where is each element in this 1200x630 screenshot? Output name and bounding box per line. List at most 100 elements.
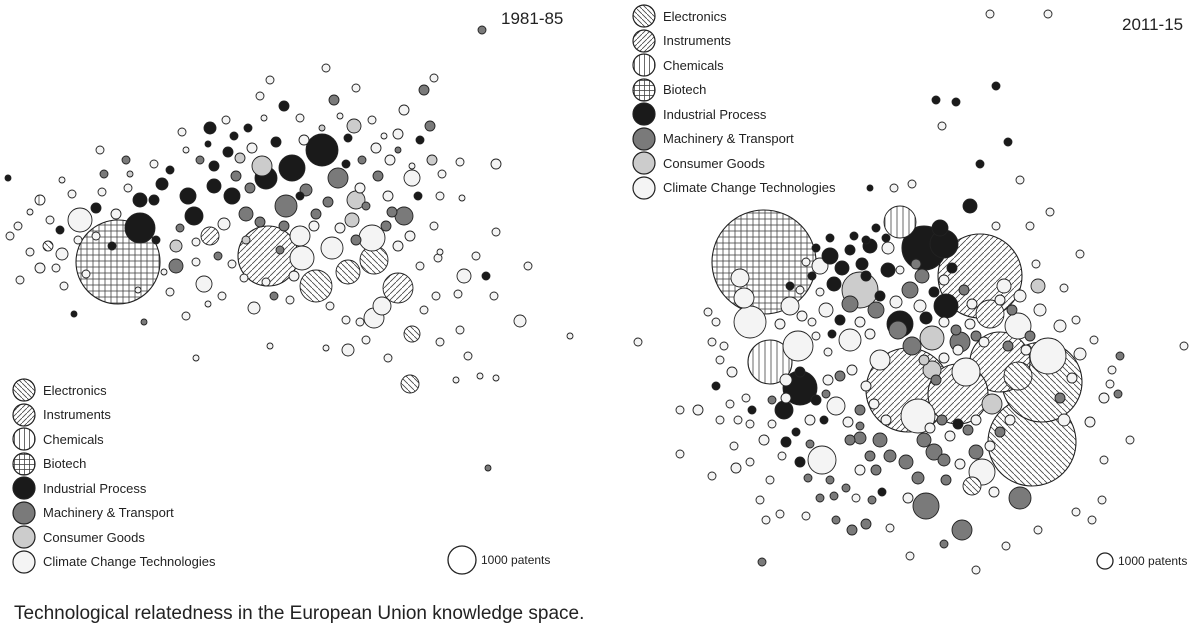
bubble-consumer-goods (919, 325, 945, 351)
bubble-consumer-goods (241, 235, 251, 245)
bubble-industrial-process (962, 198, 978, 214)
bubble-machinery-and-transport (803, 473, 813, 483)
bubble-industrial-process (834, 260, 850, 276)
bubble-climate-change-technologies (195, 275, 213, 293)
bubble-machinery-and-transport (930, 374, 942, 386)
bubble-machinery-and-transport (328, 94, 340, 106)
bubble-climate-change-technologies (1105, 379, 1115, 389)
bubble-industrial-process (278, 100, 290, 112)
bubble-climate-change-technologies (777, 451, 787, 461)
bubble-climate-change-technologies (320, 236, 344, 260)
legend-item-industrial-process: Industrial Process (12, 476, 215, 501)
bubble-industrial-process (70, 310, 78, 318)
bubble-climate-change-technologies (905, 551, 915, 561)
bubble-climate-change-technologies (491, 227, 501, 237)
bubble-industrial-process (481, 271, 491, 281)
bubble-climate-change-technologies (733, 415, 743, 425)
legend-item-climate-change-technologies: Climate Change Technologies (632, 176, 835, 201)
bubble-climate-change-technologies (937, 121, 947, 131)
legend-swatch-electronics-icon (632, 4, 656, 28)
bubble-climate-change-technologies (392, 240, 404, 252)
bubble-machinery-and-transport (195, 155, 205, 165)
bubble-machinery-and-transport (867, 301, 885, 319)
bubble-climate-change-technologies (51, 263, 61, 273)
legend-swatch-machinery-and-transport-icon (12, 501, 36, 525)
bubble-climate-change-technologies (775, 509, 785, 519)
bubble-industrial-process (881, 233, 891, 243)
bubble-climate-change-technologies (453, 289, 463, 299)
bubble-climate-change-technologies (954, 458, 966, 470)
legend-label: Machinery & Transport (43, 505, 174, 521)
bubble-climate-change-technologies (1031, 259, 1041, 269)
bubble-industrial-process (866, 184, 874, 192)
scale-circle-icon (1096, 552, 1114, 570)
bubble-machinery-and-transport (831, 515, 841, 525)
bubble-climate-change-technologies (463, 351, 473, 361)
bubble-instruments (975, 299, 1005, 329)
bubble-industrial-process (55, 225, 65, 235)
bubble-industrial-process (243, 123, 253, 133)
bubble-electronics (299, 269, 333, 303)
bubble-industrial-process (132, 192, 148, 208)
bubble-climate-change-technologies (823, 347, 833, 357)
bubble-machinery-and-transport (853, 431, 867, 445)
bubble-climate-change-technologies (966, 298, 978, 310)
bubble-climate-change-technologies (1073, 347, 1087, 361)
bubble-industrial-process (844, 244, 856, 256)
bubble-machinery-and-transport (322, 196, 334, 208)
bubble-machinery-and-transport (254, 216, 266, 228)
bubble-industrial-process (203, 121, 217, 135)
bubble-machinery-and-transport (386, 206, 398, 218)
legend-swatch-chemicals-icon (12, 427, 36, 451)
bubble-machinery-and-transport (418, 84, 430, 96)
bubble-machinery-and-transport (821, 389, 831, 399)
bubble-machinery-and-transport (1054, 392, 1066, 404)
bubble-climate-change-technologies (429, 73, 439, 83)
bubble-climate-change-technologies (5, 231, 15, 241)
bubble-industrial-process (1003, 137, 1013, 147)
size-scale-1981-85: 1000 patents (447, 545, 550, 575)
bubble-industrial-process (124, 212, 156, 244)
bubble-machinery-and-transport (278, 220, 290, 232)
bubble-machinery-and-transport (950, 324, 962, 336)
bubble-climate-change-technologies (964, 318, 976, 330)
bubble-machinery-and-transport (757, 557, 767, 567)
bubble-climate-change-technologies (322, 344, 330, 352)
legend-swatch-consumer-goods-icon (12, 525, 36, 549)
bubble-consumer-goods (126, 170, 134, 178)
bubble-climate-change-technologies (1084, 416, 1096, 428)
bubble-climate-change-technologies (1071, 507, 1081, 517)
bubble-climate-change-technologies (45, 215, 55, 225)
bubble-climate-change-technologies (204, 300, 212, 308)
bubble-industrial-process (179, 187, 197, 205)
bubble-machinery-and-transport (175, 223, 185, 233)
bubble-climate-change-technologies (707, 337, 717, 347)
bubble-industrial-process (880, 262, 896, 278)
bubble-climate-change-technologies (795, 285, 805, 295)
bubble-climate-change-technologies (1015, 175, 1025, 185)
bubble-climate-change-technologies (1098, 392, 1110, 404)
bubble-machinery-and-transport (958, 284, 970, 296)
bubble-climate-change-technologies (804, 414, 816, 426)
bubble-consumer-goods (318, 124, 326, 132)
bubble-climate-change-technologies (907, 179, 917, 189)
bubble-machinery-and-transport (970, 330, 982, 342)
bubble-climate-change-technologies (675, 449, 685, 459)
bubble-climate-change-technologies (815, 287, 825, 297)
bubble-climate-change-technologies (1033, 525, 1043, 535)
bubble-climate-change-technologies (1004, 414, 1016, 426)
bubble-climate-change-technologies (822, 374, 834, 386)
legend-swatch-instruments-icon (12, 403, 36, 427)
bubble-climate-change-technologies (978, 336, 990, 348)
bubble-electronics (42, 240, 54, 252)
bubble-industrial-process (834, 314, 846, 326)
legend-item-chemicals: Chemicals (12, 427, 215, 452)
bubble-consumer-goods (426, 154, 438, 166)
bubble-climate-change-technologies (123, 183, 133, 193)
bubble-climate-change-technologies (854, 316, 866, 328)
bubble-instruments (200, 226, 220, 246)
bubble-climate-change-technologies (261, 277, 271, 287)
bubble-climate-change-technologies (383, 353, 393, 363)
bubble-climate-change-technologies (707, 471, 717, 481)
bubble-consumer-goods (1030, 278, 1046, 294)
